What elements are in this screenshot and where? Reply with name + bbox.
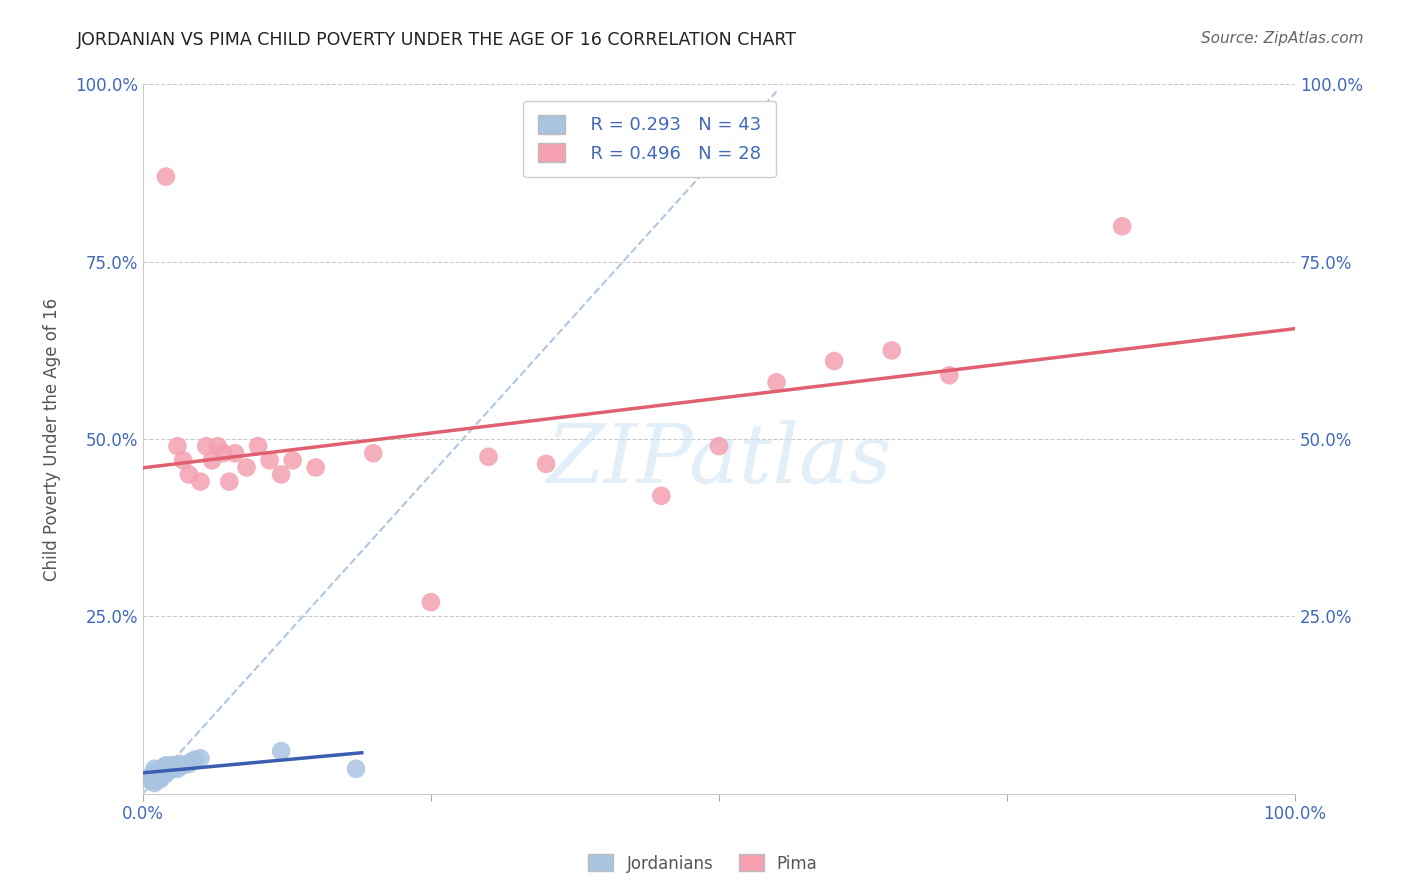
Point — [165, 758, 187, 772]
Point — [143, 765, 166, 780]
Point — [146, 767, 169, 781]
Text: JORDANIAN VS PIMA CHILD POVERTY UNDER THE AGE OF 16 CORRELATION CHART: JORDANIAN VS PIMA CHILD POVERTY UNDER TH… — [77, 31, 797, 49]
Point — [477, 450, 499, 464]
Point — [152, 769, 174, 783]
Point — [143, 772, 166, 787]
Point — [157, 760, 180, 774]
Point — [190, 475, 212, 489]
Point — [1111, 219, 1133, 234]
Point — [305, 460, 328, 475]
Point — [149, 769, 172, 783]
Point — [650, 489, 672, 503]
Point — [765, 376, 787, 390]
Point — [180, 755, 202, 769]
Point — [938, 368, 960, 383]
Point — [166, 758, 188, 772]
Point — [195, 439, 218, 453]
Point — [344, 762, 367, 776]
Point — [155, 762, 177, 776]
Point — [419, 595, 441, 609]
Point — [160, 760, 183, 774]
Point — [155, 767, 177, 781]
Point — [363, 446, 385, 460]
Point — [177, 467, 200, 482]
Point — [149, 772, 172, 787]
Point — [177, 756, 200, 771]
Point — [143, 776, 166, 790]
Point — [145, 771, 167, 785]
Point — [224, 446, 246, 460]
Point — [143, 762, 166, 776]
Point — [880, 343, 903, 358]
Point — [166, 439, 188, 453]
Point — [152, 765, 174, 780]
Point — [172, 453, 194, 467]
Point — [155, 760, 177, 774]
Point — [823, 354, 845, 368]
Point — [160, 758, 183, 772]
Point — [149, 764, 172, 778]
Point — [183, 753, 205, 767]
Point — [259, 453, 281, 467]
Point — [155, 764, 177, 778]
Point — [172, 758, 194, 772]
Point — [190, 751, 212, 765]
Point — [157, 764, 180, 778]
Point — [155, 169, 177, 184]
Point — [534, 457, 557, 471]
Point — [270, 744, 292, 758]
Point — [155, 765, 177, 780]
Point — [218, 475, 240, 489]
Point — [235, 460, 257, 475]
Legend:   R = 0.293   N = 43,   R = 0.496   N = 28: R = 0.293 N = 43, R = 0.496 N = 28 — [523, 101, 776, 178]
Point — [160, 762, 183, 776]
Point — [166, 762, 188, 776]
Point — [270, 467, 292, 482]
Legend: Jordanians, Pima: Jordanians, Pima — [582, 847, 824, 880]
Text: ZIPatlas: ZIPatlas — [546, 420, 891, 500]
Point — [143, 769, 166, 783]
Point — [201, 453, 224, 467]
Point — [149, 767, 172, 781]
Point — [149, 765, 172, 780]
Point — [212, 446, 235, 460]
Point — [149, 762, 172, 776]
Point — [207, 439, 229, 453]
Point — [139, 769, 162, 783]
Point — [157, 762, 180, 776]
Text: Source: ZipAtlas.com: Source: ZipAtlas.com — [1201, 31, 1364, 46]
Point — [281, 453, 304, 467]
Point — [141, 772, 163, 787]
Point — [138, 772, 160, 787]
Point — [247, 439, 270, 453]
Point — [166, 760, 188, 774]
Point — [155, 758, 177, 772]
Point — [707, 439, 730, 453]
Point — [163, 760, 186, 774]
Y-axis label: Child Poverty Under the Age of 16: Child Poverty Under the Age of 16 — [44, 298, 60, 581]
Point — [169, 756, 191, 771]
